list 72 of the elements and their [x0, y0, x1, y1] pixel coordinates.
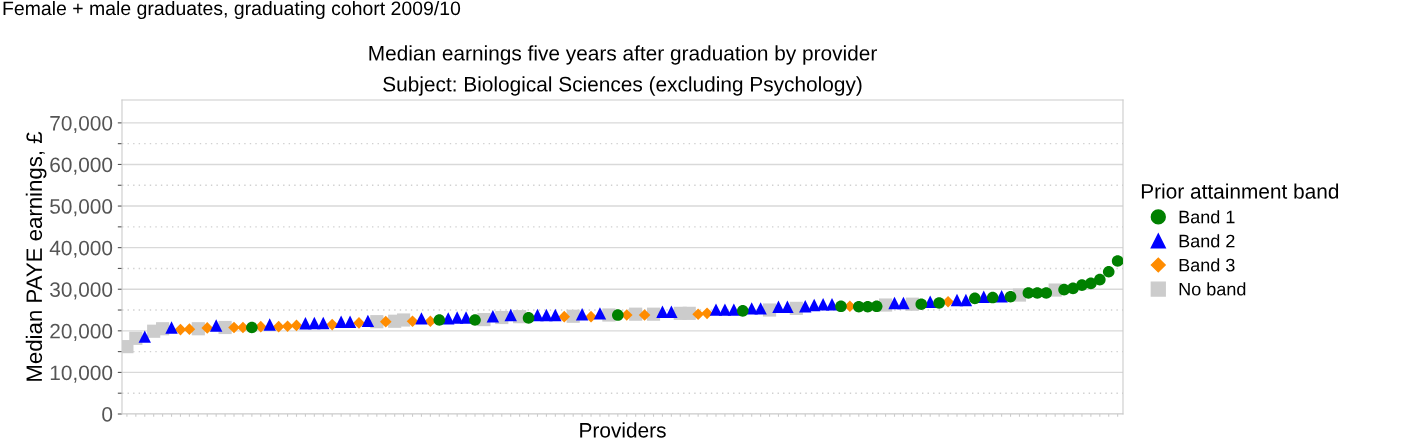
point — [959, 293, 973, 307]
point — [1111, 255, 1123, 267]
point — [1004, 290, 1017, 303]
point — [459, 311, 473, 324]
point — [969, 292, 981, 305]
point — [522, 312, 535, 324]
y-tick-label: 50,000 — [50, 199, 113, 217]
point — [228, 321, 240, 334]
point — [995, 290, 1008, 303]
point — [201, 322, 214, 334]
legend-label: No band — [1179, 282, 1246, 296]
legend-label: Band 2 — [1179, 234, 1235, 248]
point — [299, 317, 312, 330]
point — [450, 311, 464, 324]
y-tick-label: 70,000 — [50, 115, 113, 134]
point — [593, 307, 607, 320]
legend-label: Band 3 — [1179, 258, 1235, 272]
point — [612, 309, 624, 321]
point — [415, 312, 428, 325]
chart-subtitle: Subject: Biological Sciences (excluding Psychology) — [383, 76, 862, 96]
legend-title: Prior attainment band — [1141, 183, 1339, 199]
point — [575, 307, 589, 321]
point — [486, 310, 500, 323]
point — [246, 321, 258, 334]
point — [379, 315, 392, 328]
point — [807, 298, 821, 312]
y-axis-title: Median PAYE earnings, £ — [25, 131, 47, 381]
y-tick-label: 0 — [102, 407, 113, 422]
point — [129, 331, 143, 345]
point — [736, 305, 749, 317]
point — [504, 308, 517, 322]
point — [433, 314, 446, 326]
point — [897, 296, 910, 310]
y-tick-label: 20,000 — [50, 323, 113, 342]
chart-title: Median earnings five years after graduation by provider — [369, 45, 877, 65]
point — [317, 316, 330, 330]
point — [343, 315, 357, 328]
legend-label: Band 1 — [1179, 210, 1235, 224]
point — [986, 291, 999, 304]
y-tick-label: 10,000 — [50, 365, 113, 383]
y-tick-label: 30,000 — [50, 282, 113, 300]
point — [915, 298, 928, 311]
point — [1093, 273, 1106, 286]
text: Female + male graduates, graduating cohort 2009/10 — [3, 0, 461, 20]
y-tick-label: 40,000 — [49, 240, 113, 258]
point — [682, 306, 696, 320]
point — [1102, 265, 1115, 278]
point — [334, 315, 348, 328]
point — [638, 309, 651, 321]
point — [754, 302, 767, 315]
point — [718, 303, 732, 316]
point — [1040, 287, 1053, 299]
x-axis-title: Providers — [580, 422, 666, 438]
point — [558, 310, 571, 323]
point — [406, 315, 419, 328]
point — [709, 303, 723, 316]
point — [272, 320, 285, 333]
point — [469, 314, 481, 326]
point — [933, 297, 945, 309]
point — [263, 318, 276, 331]
point — [701, 307, 713, 320]
point — [835, 300, 847, 313]
point — [308, 316, 321, 330]
point — [397, 313, 411, 327]
point — [549, 308, 562, 322]
y-tick-label: 60,000 — [50, 157, 113, 175]
point — [138, 330, 151, 343]
point — [727, 303, 741, 316]
point — [165, 321, 178, 334]
point — [209, 319, 223, 332]
point — [361, 314, 375, 328]
point — [692, 308, 704, 320]
